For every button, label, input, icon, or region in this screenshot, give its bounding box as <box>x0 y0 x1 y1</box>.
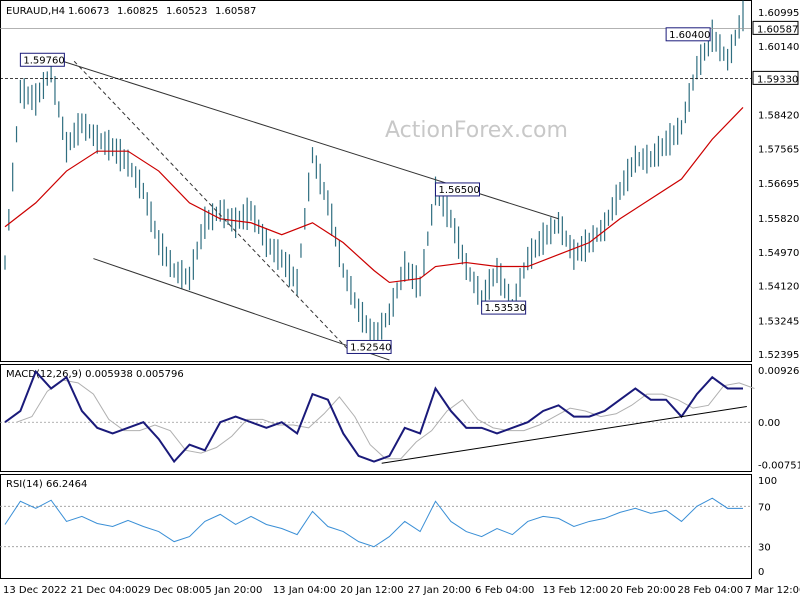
price-annotation-box <box>435 182 480 197</box>
rsi-y-tick-label: 0 <box>758 567 764 578</box>
watermark: ActionForex.com <box>385 118 568 143</box>
price-annotation-text: 1.52540 <box>350 342 391 353</box>
x-tick-label: 5 Jan 20:00 <box>205 585 262 596</box>
ohlc-open: 1.60673 <box>68 6 109 17</box>
price-annotation: 1.56500 <box>435 182 480 197</box>
y-tick-label: 1.56695 <box>758 179 799 190</box>
y-tick-label: 1.60995 <box>758 8 799 19</box>
rsi-y-tick-label: 30 <box>758 543 771 554</box>
dashed-trend-line <box>73 60 348 349</box>
moving-average-line <box>4 106 744 284</box>
y-tick-label: 1.52395 <box>758 350 799 361</box>
price-series-group: 1.59760 1.56500 1.52540 1.53530 1.60400 <box>0 0 751 361</box>
macd-y-tick-label: -0.007517 <box>758 460 800 471</box>
x-tick-label: 20 Jan 12:00 <box>340 585 403 596</box>
rsi-series-group <box>0 497 751 548</box>
ohlc-high: 1.60825 <box>117 6 158 17</box>
price-annotation: 1.59760 <box>19 52 65 67</box>
y-tick-label: 1.53245 <box>758 316 799 327</box>
macd-signal-line <box>16 379 755 460</box>
marked-level-tick-box <box>752 70 799 85</box>
y-tick-label: 1.55820 <box>758 214 799 225</box>
lower-channel-line <box>93 258 390 361</box>
price-annotation-text: 1.59760 <box>23 55 64 66</box>
x-tick-label: 27 Jan 20:00 <box>408 585 471 596</box>
y-tick-label: 1.54120 <box>758 282 799 293</box>
macd-title: MACD(12,26,9) 0.005938 0.005796 <box>6 369 184 380</box>
x-tick-label: 20 Feb 20:00 <box>610 585 676 596</box>
current-price-tick-box <box>752 20 799 35</box>
price-annotation-text: 1.53530 <box>485 303 526 314</box>
macd-pane <box>0 364 752 472</box>
price-annotation-box <box>481 300 527 315</box>
ohlc-close: 1.60587 <box>215 6 256 17</box>
y-axis-group: 1.60995 1.60140 1.58420 1.57565 1.56695 1.558… <box>752 8 800 578</box>
price-annotation: 1.60400 <box>665 27 711 42</box>
x-tick-label: 6 Feb 04:00 <box>475 585 534 596</box>
price-annotation-box <box>19 52 65 67</box>
ohlc-low: 1.60523 <box>166 6 207 17</box>
price-annotation-box <box>665 27 711 42</box>
rsi-y-tick-label: 70 <box>758 502 771 513</box>
macd-trend-line <box>381 405 747 464</box>
rsi-pane <box>0 474 752 579</box>
macd-y-tick-label: 0.00 <box>758 418 780 429</box>
y-tick-label: 1.58420 <box>758 111 799 122</box>
x-tick-label: 28 Feb 04:00 <box>678 585 744 596</box>
macd-series-group <box>0 369 755 464</box>
macd-y-tick-label: 0.009263 <box>758 366 800 377</box>
price-annotation-text: 1.56500 <box>439 185 480 196</box>
main-price-pane <box>0 0 752 362</box>
current-price-tick-label: 1.60587 <box>757 24 798 35</box>
x-tick-label: 7 Mar 12:00 <box>745 585 800 596</box>
price-annotation-box <box>346 339 392 354</box>
x-tick-label: 21 Dec 04:00 <box>70 585 137 596</box>
x-tick-label: 13 Dec 2022 <box>3 585 67 596</box>
x-axis-group: 13 Dec 2022 21 Dec 04:00 29 Dec 08:00 5 Jan… <box>3 585 800 596</box>
y-tick-label: 1.60140 <box>758 42 799 53</box>
symbol-label: EURAUD,H4 <box>6 6 65 17</box>
y-tick-label: 1.54970 <box>758 248 799 259</box>
macd-main-line <box>4 369 743 464</box>
rsi-y-tick-label: 100 <box>758 476 777 487</box>
price-annotation-text: 1.60400 <box>669 30 710 41</box>
x-tick-label: 13 Jan 04:00 <box>273 585 336 596</box>
rsi-line <box>4 497 743 548</box>
price-annotation: 1.52540 <box>346 339 392 354</box>
y-tick-label: 1.57565 <box>758 145 799 156</box>
rsi-title: RSI(14) 66.2464 <box>6 479 87 490</box>
price-annotation: 1.53530 <box>481 300 527 315</box>
x-tick-label: 29 Dec 08:00 <box>138 585 205 596</box>
marked-level-tick-label: 1.59330 <box>757 74 798 85</box>
x-tick-label: 13 Feb 12:00 <box>543 585 609 596</box>
